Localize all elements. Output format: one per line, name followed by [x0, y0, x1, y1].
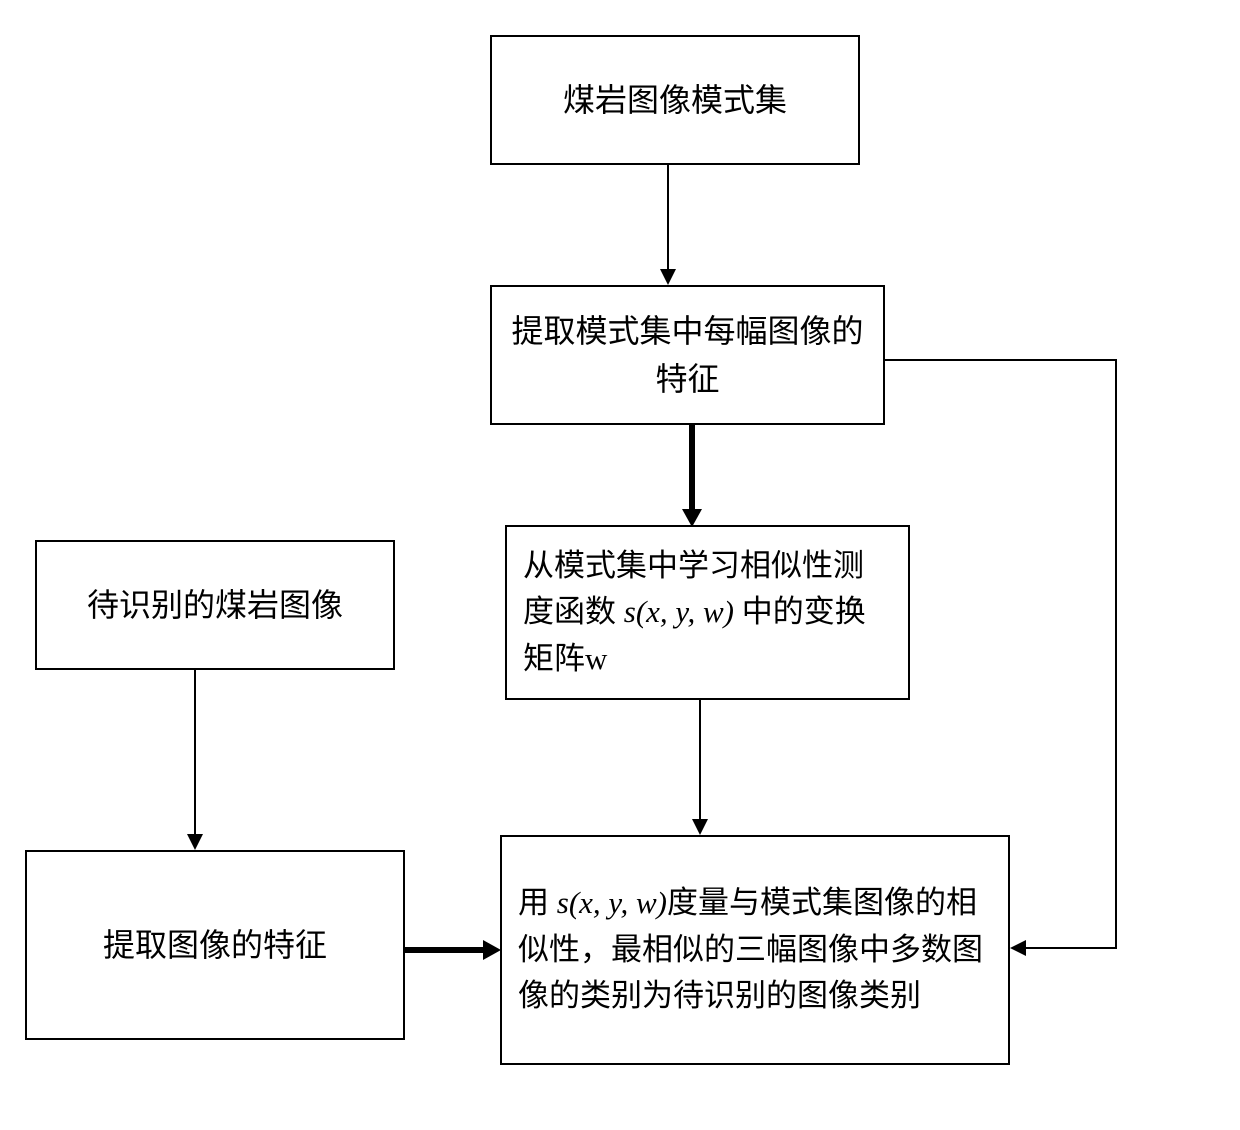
edge-5-6	[194, 670, 196, 834]
node-extract-pattern-features: 提取模式集中每幅图像的特征	[490, 285, 885, 425]
node-label: 从模式集中学习相似性测度函数 s(x, y, w) 中的变换矩阵w	[523, 543, 892, 683]
edge-2-3	[689, 425, 695, 509]
edge-2-4-head	[1010, 940, 1026, 956]
edge-6-4-head	[483, 940, 501, 960]
node-extract-image-features: 提取图像的特征	[25, 850, 405, 1040]
edge-5-6-head	[187, 834, 203, 850]
node-label: 提取图像的特征	[103, 921, 327, 969]
node-measure-classify: 用 s(x, y, w)度量与模式集图像的相似性，最相似的三幅图像中多数图像的类…	[500, 835, 1010, 1065]
edge-1-2-head	[660, 269, 676, 285]
edge-1-2	[667, 165, 669, 269]
edge-3-4-head	[692, 819, 708, 835]
math-expr: s(x, y, w)	[557, 885, 667, 920]
edge-6-4	[405, 947, 483, 953]
edge-3-4	[699, 700, 701, 819]
math-expr: s(x, y, w)	[624, 594, 734, 629]
edge-2-4-seg3	[1026, 947, 1117, 949]
node-pattern-set: 煤岩图像模式集	[490, 35, 860, 165]
node-input-image: 待识别的煤岩图像	[35, 540, 395, 670]
node-label: 煤岩图像模式集	[563, 76, 787, 124]
node-learn-similarity: 从模式集中学习相似性测度函数 s(x, y, w) 中的变换矩阵w	[505, 525, 910, 700]
node-label: 待识别的煤岩图像	[87, 581, 343, 629]
node-label: 提取模式集中每幅图像的特征	[508, 307, 867, 403]
edge-2-4-seg2	[1115, 359, 1117, 949]
node-label: 用 s(x, y, w)度量与模式集图像的相似性，最相似的三幅图像中多数图像的类…	[518, 880, 992, 1020]
edge-2-4-seg1	[885, 359, 1117, 361]
